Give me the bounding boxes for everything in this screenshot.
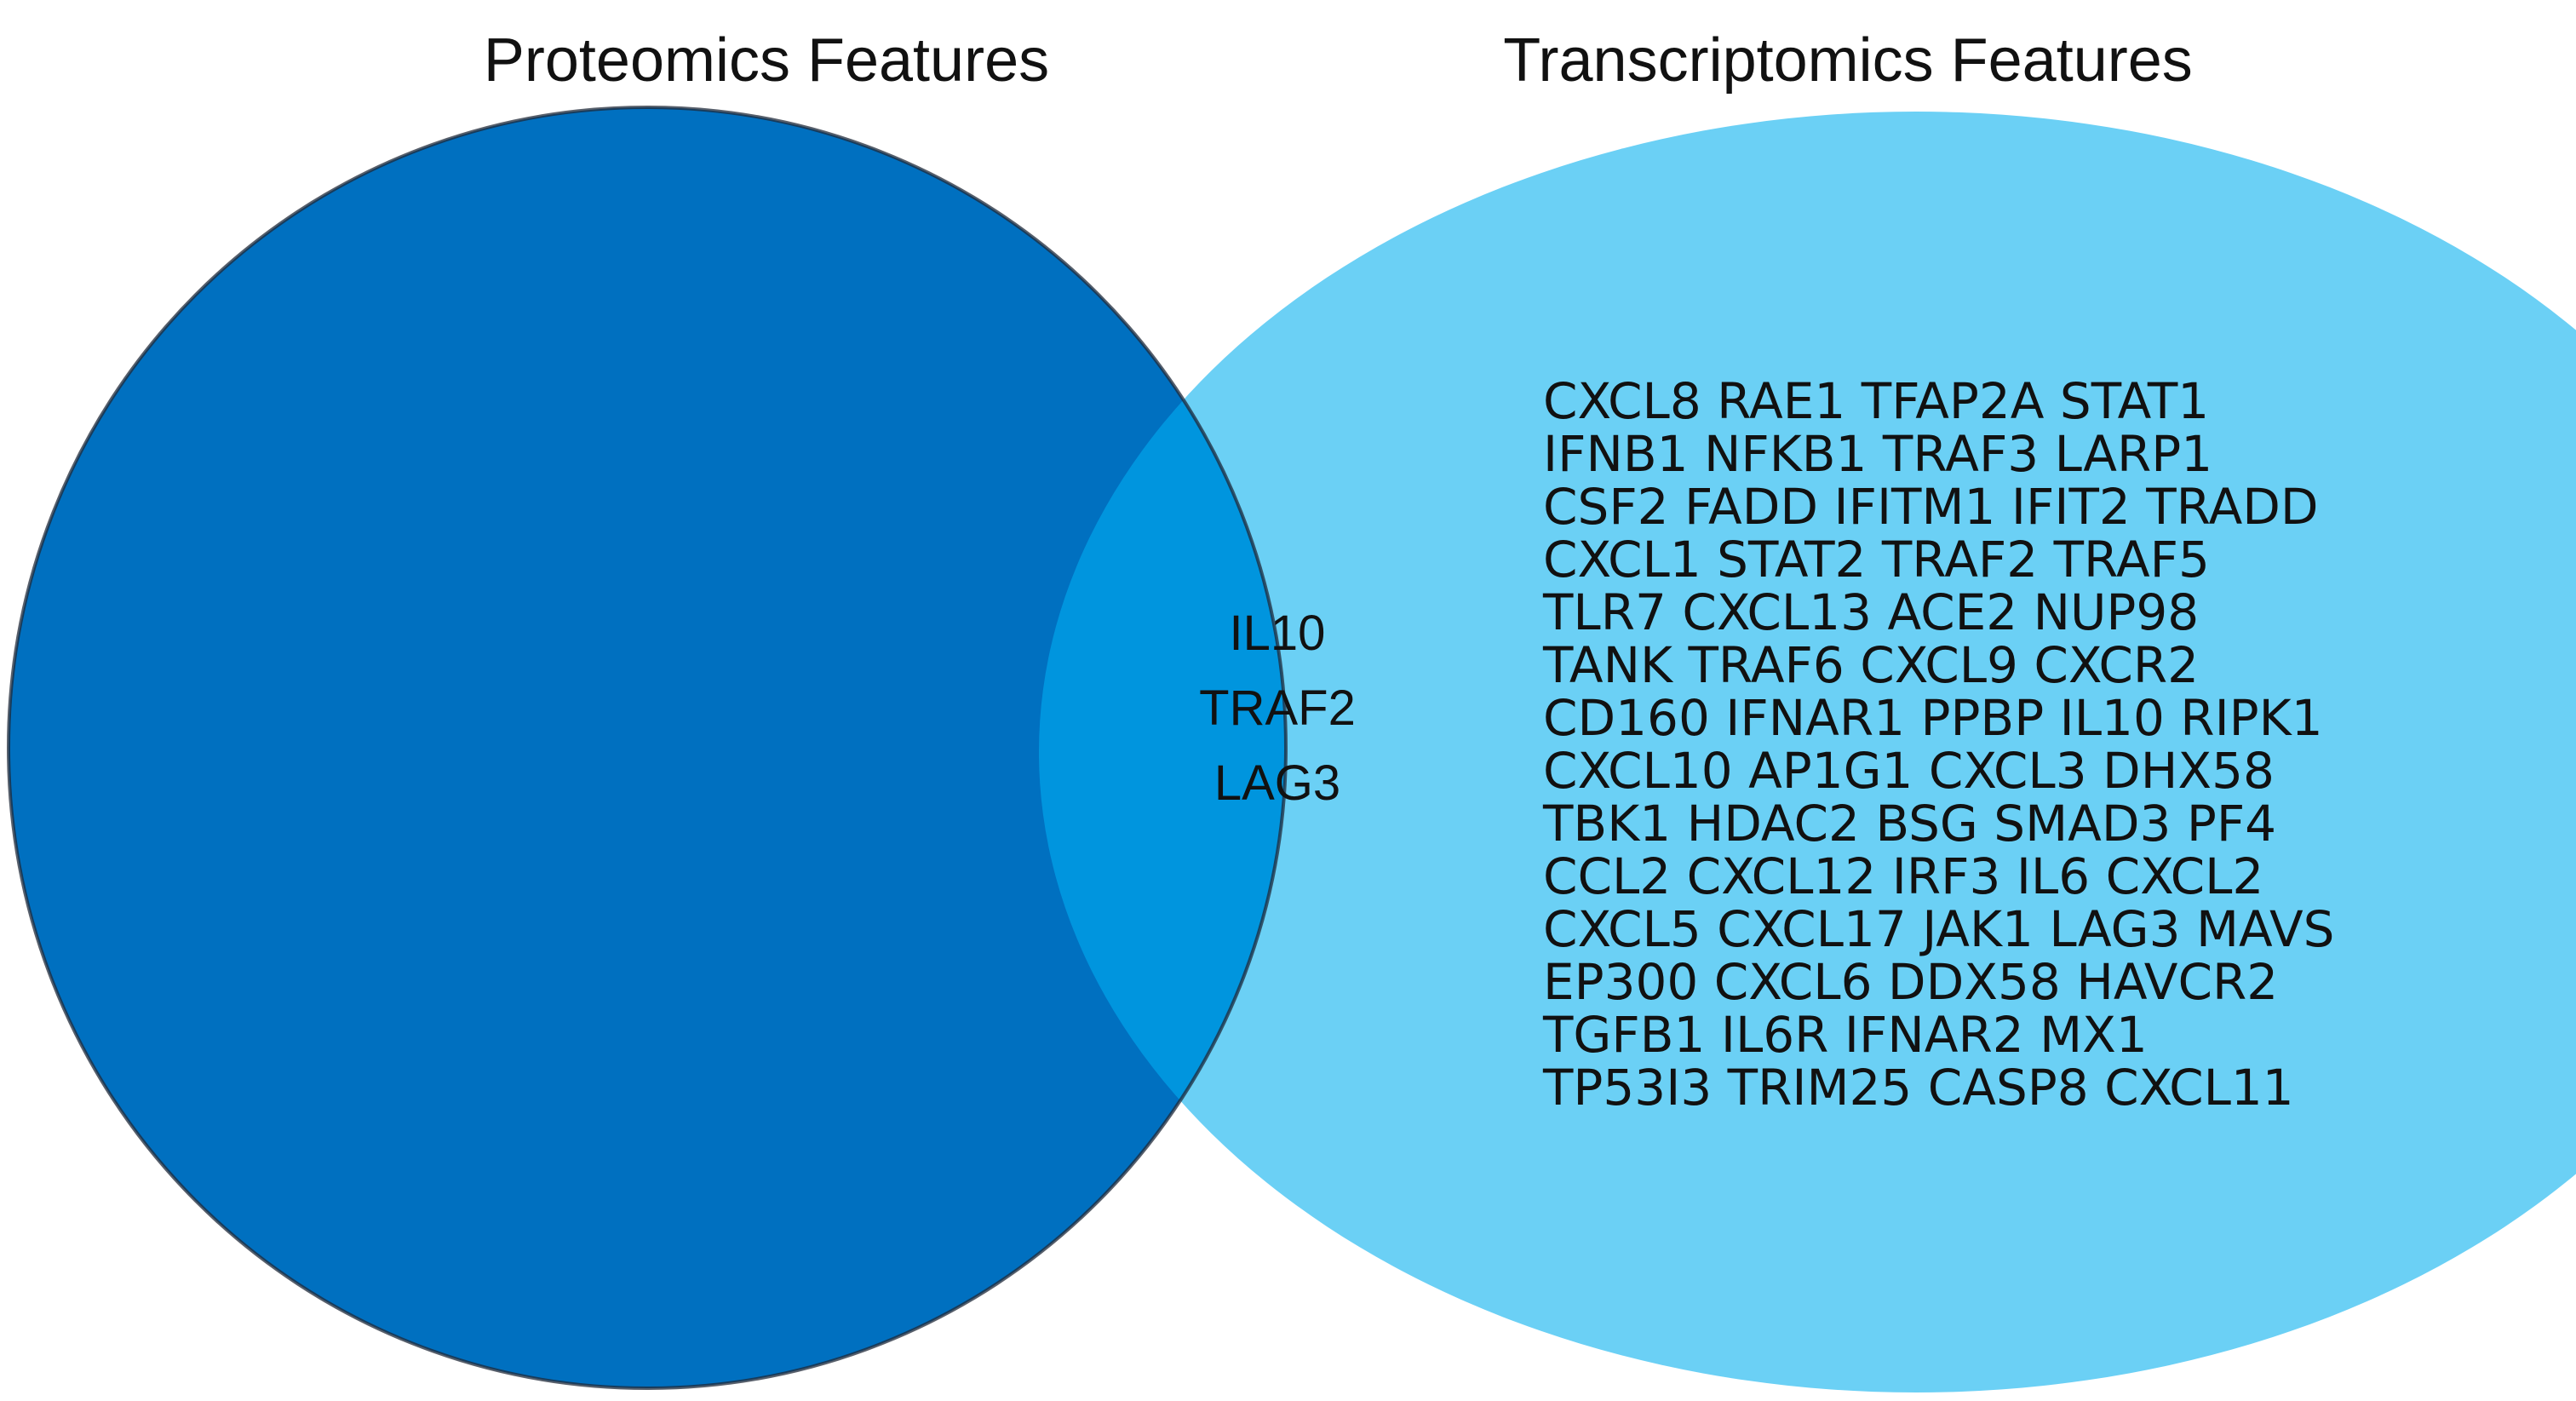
gene-list-line: TGFB1 IL6R IFNAR2 MX1	[1543, 1006, 2148, 1064]
overlap-gene-list: IL10 TRAF2 LAG3	[1107, 596, 1448, 821]
overlap-gene: LAG3	[1213, 755, 1341, 811]
transcriptomics-set-label: Transcriptomics Features	[1503, 26, 2193, 95]
gene-list-line: CXCL10 AP1G1 CXCL3 DHX58	[1543, 742, 2275, 800]
proteomics-set-label: Proteomics Features	[483, 26, 1050, 95]
overlap-gene: TRAF2	[1199, 680, 1356, 736]
gene-list-line: IFNB1 NFKB1 TRAF3 LARP1	[1543, 425, 2213, 483]
gene-list-line: CXCL5 CXCL17 JAK1 LAG3 MAVS	[1543, 900, 2335, 958]
gene-list-line: EP300 CXCL6 DDX58 HAVCR2	[1543, 953, 2279, 1011]
overlap-gene: IL10	[1229, 606, 1326, 661]
gene-list-line: TP53I3 TRIM25 CASP8 CXCL11	[1543, 1059, 2294, 1117]
proteomics-set-outline	[7, 106, 1288, 1390]
transcriptomics-only-gene-list: CXCL8 RAE1 TFAP2A STAT1 IFNB1 NFKB1 TRAF…	[1543, 375, 2522, 1114]
gene-list-line: TLR7 CXCL13 ACE2 NUP98	[1543, 583, 2200, 641]
gene-list-line: CD160 IFNAR1 PPBP IL10 RIPK1	[1543, 689, 2323, 747]
gene-list-line: TANK TRAF6 CXCL9 CXCR2	[1543, 636, 2200, 694]
proteomics-set-ellipse	[9, 107, 1286, 1388]
gene-list-line: CSF2 FADD IFITM1 IFIT2 TRADD	[1543, 478, 2319, 536]
gene-list-line: CXCL1 STAT2 TRAF2 TRAF5	[1543, 531, 2210, 589]
transcriptomics-set-ellipse	[1039, 112, 2576, 1392]
gene-list-line: CCL2 CXCL12 IRF3 IL6 CXCL2	[1543, 847, 2264, 905]
gene-list-line: CXCL8 RAE1 TFAP2A STAT1	[1543, 372, 2210, 430]
gene-list-line: TBK1 HDAC2 BSG SMAD3 PF4	[1543, 795, 2277, 853]
